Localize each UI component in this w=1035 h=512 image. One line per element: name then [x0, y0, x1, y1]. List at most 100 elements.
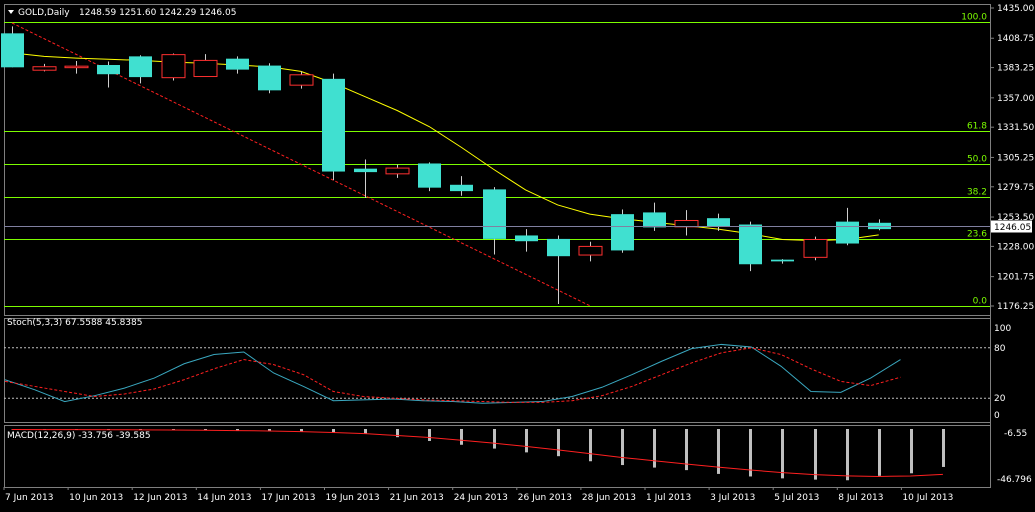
- current-price-label: 1246.05: [994, 223, 1031, 233]
- time-tick-label: 10 Jul 2013: [902, 493, 953, 503]
- moving-average-group: [11, 52, 879, 242]
- fibo-level-label: 0.0: [973, 297, 988, 307]
- time-tick-label: 17 Jun 2013: [261, 493, 315, 503]
- candle-body-bull: [643, 212, 666, 228]
- stochastic-title: Stoch(5,3,3) 67.5588 45.8385: [7, 318, 142, 328]
- time-tick-label: 21 Jun 2013: [390, 493, 444, 503]
- current-price-box: [991, 220, 1032, 233]
- time-tick-label: 26 Jun 2013: [518, 493, 572, 503]
- price-tick-label: 1408.75: [997, 34, 1034, 44]
- candle-body-bull: [1, 33, 24, 68]
- price-axis: 1435.00 1408.75 1383.25 1357.00 1331.50 1305.…: [4, 4, 1034, 312]
- candle[interactable]: [226, 56, 249, 74]
- stoch-level-label: 20: [994, 394, 1006, 404]
- stoch-level-label: 80: [994, 344, 1006, 354]
- candle[interactable]: [771, 259, 794, 264]
- candle[interactable]: [193, 54, 218, 78]
- candle[interactable]: [674, 210, 699, 236]
- time-tick-label: 3 Jul 2013: [710, 493, 755, 503]
- candle-body-bear: [161, 54, 186, 79]
- candle[interactable]: [1, 26, 24, 68]
- candle[interactable]: [97, 61, 120, 88]
- candle-body-bull: [868, 222, 891, 230]
- macd-scale-label: -6.55: [1004, 429, 1027, 439]
- time-tick-label: 10 Jun 2013: [69, 493, 123, 503]
- candle-body-bull: [97, 65, 120, 75]
- price-tick-label: 1201.75: [997, 273, 1034, 283]
- time-tick-label: 5 Jul 2013: [774, 493, 819, 503]
- candle[interactable]: [322, 73, 345, 181]
- candle[interactable]: [32, 63, 57, 72]
- candle[interactable]: [611, 209, 634, 253]
- candle[interactable]: [547, 235, 570, 304]
- candle-body-bear: [64, 65, 89, 69]
- candle-body-bull: [483, 189, 506, 239]
- candle-body-bull: [771, 259, 794, 262]
- panel-frames: [4, 4, 991, 488]
- time-tick-label: 8 Jul 2013: [838, 493, 883, 503]
- time-tick-label: 7 Jun 2013: [5, 493, 53, 503]
- fibo-level-label: 38.2: [967, 188, 987, 198]
- panel-frame-0: [4, 4, 991, 316]
- price-tick-label: 1383.25: [997, 64, 1034, 74]
- candle[interactable]: [739, 221, 762, 272]
- candle[interactable]: [418, 162, 441, 192]
- price-tick-label: 1176.25: [997, 302, 1034, 312]
- fibo-level-label: 100.0: [961, 13, 987, 23]
- candle[interactable]: [385, 164, 410, 178]
- stoch-main-line: [4, 343, 901, 404]
- time-tick-label: 1 Jul 2013: [646, 493, 691, 503]
- price-tick-label: 1279.75: [997, 183, 1034, 193]
- candle-body-bear: [674, 219, 699, 228]
- chart-title: GOLD,Daily: [18, 8, 70, 18]
- candle-body-bull: [226, 58, 249, 70]
- candle-body-bull: [418, 163, 441, 188]
- candle[interactable]: [289, 71, 314, 89]
- moving-average-line: [11, 52, 879, 242]
- candle-body-bull: [258, 65, 281, 91]
- candle[interactable]: [803, 236, 828, 261]
- stochastic-panel: 100 80 20 0: [4, 324, 1011, 421]
- candle[interactable]: [868, 219, 891, 231]
- candle[interactable]: [450, 176, 473, 196]
- panel-frame-1: [4, 318, 991, 423]
- candle[interactable]: [354, 159, 377, 199]
- candle-body-bull: [739, 224, 762, 265]
- candle-body-bull: [322, 78, 345, 172]
- candle[interactable]: [515, 229, 538, 252]
- macd-title: MACD(12,26,9) -33.756 -39.585: [7, 431, 151, 441]
- triangle-down-icon[interactable]: [8, 10, 14, 14]
- fibo-level-label: 23.6: [967, 230, 987, 240]
- fibo-level-label: 50.0: [967, 155, 987, 165]
- candle[interactable]: [64, 60, 89, 74]
- candle-body-bull: [129, 56, 152, 78]
- candle-body-bull: [354, 168, 377, 173]
- candle[interactable]: [578, 241, 603, 262]
- candle-body-bull: [836, 221, 859, 244]
- candle-body-bear: [32, 66, 57, 71]
- candle-body-bull: [547, 238, 570, 257]
- candle[interactable]: [129, 55, 152, 84]
- ohlc-readout: 1248.59 1251.60 1242.29 1246.05: [79, 8, 236, 18]
- macd-panel: -6.55 -46.796: [11, 428, 1032, 485]
- stoch-level-label: 100: [994, 324, 1011, 334]
- candle[interactable]: [707, 213, 730, 231]
- candle[interactable]: [161, 53, 186, 81]
- fibo-level-label: 61.8: [967, 122, 987, 132]
- candle-body-bear: [193, 59, 218, 78]
- candles-group: [1, 26, 891, 304]
- candle[interactable]: [483, 187, 506, 255]
- candle-body-bull: [515, 235, 538, 242]
- time-tick-label: 14 Jun 2013: [197, 493, 251, 503]
- candle-body-bull: [611, 214, 634, 251]
- candle[interactable]: [258, 63, 281, 94]
- price-tick-label: 1253.50: [997, 213, 1034, 223]
- time-axis: 7 Jun 2013 10 Jun 2013 12 Jun 2013 14 Jun 2…: [3, 487, 953, 503]
- panel-frame-2: [4, 425, 991, 488]
- price-tick-label: 1435.00: [997, 4, 1034, 14]
- stoch-signal-line: [4, 347, 901, 403]
- candle-body-bear: [803, 238, 828, 258]
- price-tick-label: 1305.25: [997, 153, 1034, 163]
